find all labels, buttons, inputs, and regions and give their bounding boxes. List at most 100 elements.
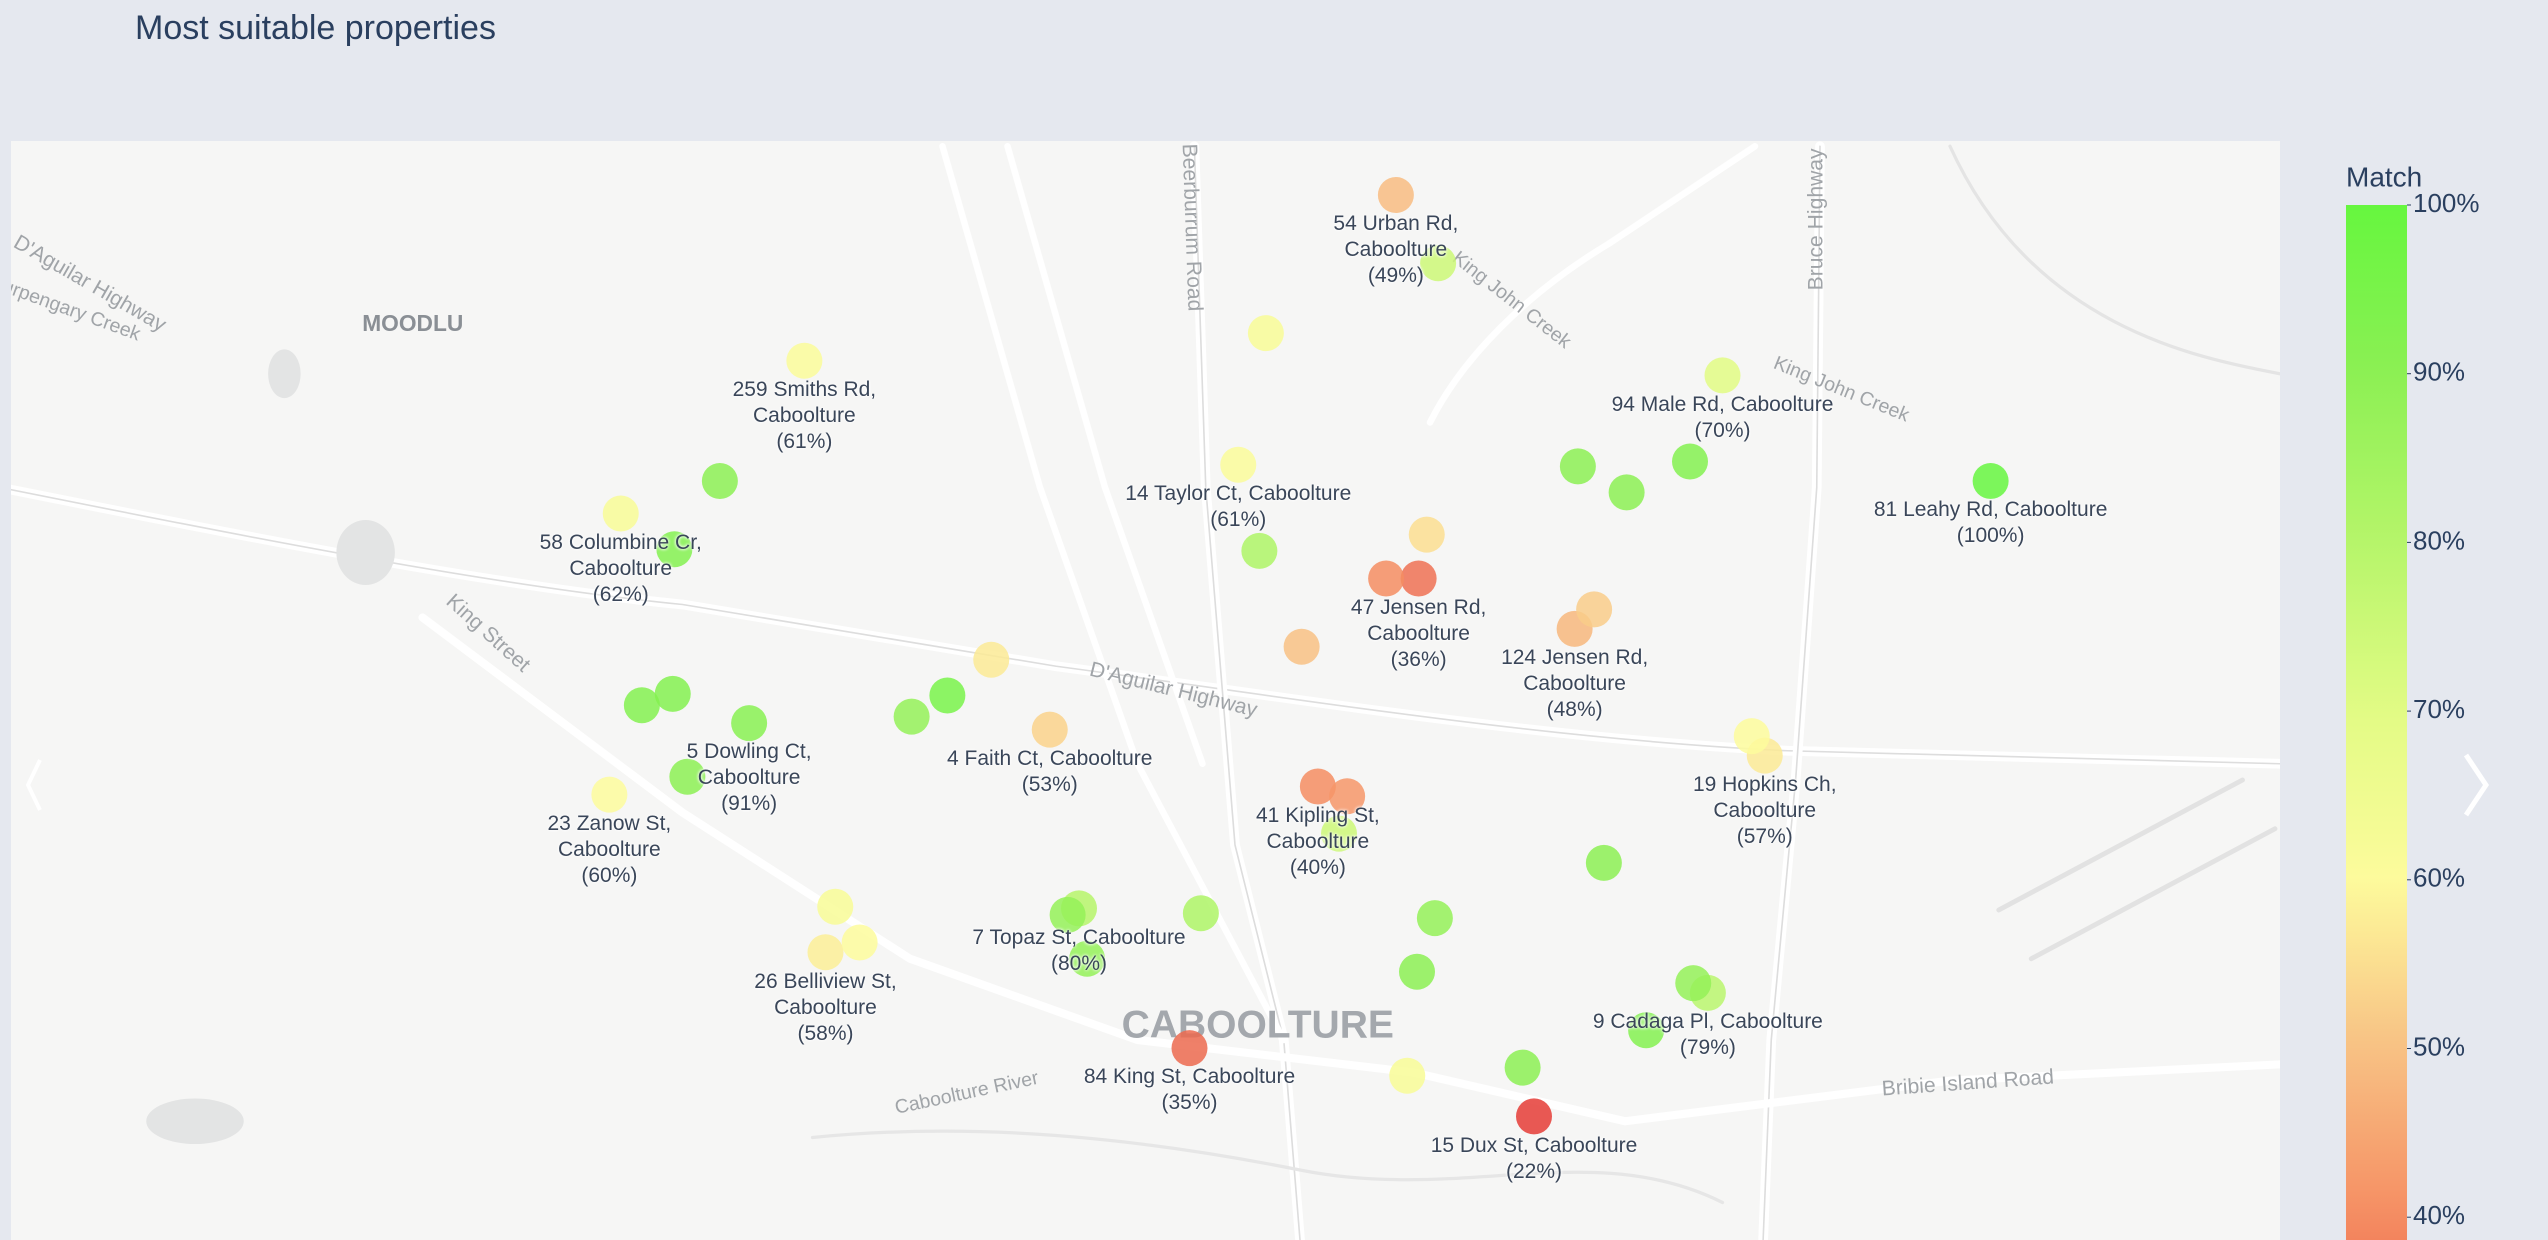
point-labels: 54 Urban Rd, Caboolture (49%) 259 Smiths R… [11, 141, 2280, 1240]
title: Most suitable properties [135, 9, 496, 47]
point-label: 54 Urban Rd, Caboolture (49%) [1313, 211, 1478, 289]
match-label: (49%) [1367, 264, 1424, 288]
point-label: 5 Dowling Ct, Caboolture (91%) [667, 739, 832, 817]
property-point [1220, 446, 1257, 483]
match-label: (57%) [1736, 824, 1793, 848]
property-point [654, 675, 691, 712]
property-point [701, 463, 738, 499]
address: 14 Taylor Ct, Caboolture [1125, 482, 1352, 505]
point-label: 84 King St, Caboolture (35%) [1010, 1064, 1370, 1116]
match-label: (91%) [721, 792, 778, 816]
property-point [1283, 628, 1320, 665]
property-point [1389, 1057, 1426, 1094]
point-label: 26 Belliview St, Caboolture (58%) [743, 969, 908, 1047]
property-point [817, 888, 854, 925]
match-label: (53%) [1021, 772, 1078, 796]
address: 41 Kipling St, Caboolture [1256, 803, 1380, 853]
property-point [591, 776, 628, 813]
property-point [1628, 1012, 1665, 1049]
point-label: 94 Male Rd, Caboolture (70%) [1543, 392, 1903, 444]
property-point [886, 71, 922, 107]
point-label: 14 Taylor Ct, Caboolture (61%) [1058, 481, 1418, 533]
address: 5 Dowling Ct, Caboolture [686, 740, 812, 790]
colorbar-title: Match [2346, 161, 2422, 192]
property-point [893, 698, 930, 735]
colorbar-scale [2346, 205, 2407, 1240]
colorbar-tick-label: 50% [2413, 1031, 2465, 1061]
property-point [602, 495, 639, 532]
property-point [1420, 245, 1457, 282]
property-point [1559, 448, 1596, 485]
property-point [1171, 1030, 1208, 1067]
address: 4 Faith Ct, Caboolture [947, 746, 1153, 770]
property-point [1408, 516, 1445, 553]
point-label: 23 Zanow St, Caboolture (60%) [527, 811, 692, 889]
address: 94 Male Rd, Caboolture [1611, 392, 1834, 416]
colorbar-tick-label: 70% [2413, 694, 2465, 724]
colorbar-tick-label: 80% [2413, 525, 2465, 555]
match-label: (62%) [592, 582, 649, 606]
point-label: 19 Hopkins Ch, Caboolture (57%) [1682, 772, 1847, 850]
property-point [1321, 815, 1357, 852]
property-point [669, 758, 706, 795]
property-point [1399, 953, 1435, 990]
property-point [731, 705, 768, 742]
property-point [1329, 778, 1366, 815]
property-point [1608, 474, 1645, 511]
address: 54 Urban Rd, Caboolture [1333, 212, 1459, 262]
match-label: (100%) [1956, 524, 2025, 548]
property-point [807, 934, 844, 971]
point-label: 47 Jensen Rd, Caboolture (36%) [1336, 595, 1501, 673]
match-label: (58%) [797, 1021, 854, 1045]
property-point [623, 687, 660, 724]
point-label: 259 Smiths Rd, Caboolture (61%) [722, 377, 887, 455]
property-point [1972, 463, 2009, 499]
property-point [1368, 560, 1405, 597]
property-point [1576, 591, 1613, 628]
point-label: 81 Leahy Rd, Caboolture (100%) [1811, 497, 2171, 549]
match-label: (61%) [1210, 508, 1267, 531]
property-point [1400, 560, 1437, 597]
address: 58 Columbine Cr, Caboolture [539, 530, 702, 580]
colorbar-tick-label: 60% [2413, 863, 2465, 893]
map-background [11, 141, 2280, 1240]
point-label: 124 Jensen Rd, Caboolture (48%) [1492, 645, 1657, 723]
match-label: (35%) [1161, 1091, 1218, 1115]
property-point [1516, 1098, 1552, 1135]
point-label: 9 Cadaga Pl, Caboolture (79%) [1528, 1009, 1888, 1061]
prev-arrow[interactable] [25, 759, 42, 811]
next-arrow[interactable] [2463, 753, 2490, 817]
colorbar-tick-label: 90% [2413, 357, 2465, 387]
point-label: 58 Columbine Cr, Caboolture (62%) [538, 530, 703, 608]
match-label: (48%) [1546, 698, 1603, 722]
property-point [1416, 900, 1453, 937]
match-label: (80%) [1050, 951, 1108, 975]
property-point [1675, 965, 1712, 1002]
address: 259 Smiths Rd, Caboolture [732, 378, 877, 427]
property-point [1247, 315, 1284, 352]
address: 23 Zanow St, Caboolture [547, 811, 672, 861]
place-label: MOODLU [362, 310, 463, 336]
point-label: 4 Faith Ct, Caboolture (53%) [870, 746, 1230, 798]
match-label: (70%) [1694, 418, 1751, 442]
property-point [1069, 940, 1106, 977]
property-point [1704, 357, 1741, 394]
property-point [656, 531, 693, 568]
property-point [1031, 711, 1068, 748]
property-point [973, 641, 1010, 678]
match-label: (79%) [1679, 1036, 1736, 1060]
match-label: (61%) [776, 430, 833, 453]
property-point [1049, 896, 1086, 933]
address: 15 Dux St, Caboolture [1430, 1133, 1638, 1157]
place-label: Bruce Highway [1804, 148, 1827, 290]
match-label: (36%) [1390, 647, 1447, 671]
colorbar: Match 100% 90% 80% 70% 60% 50% 40% [2346, 161, 2480, 1240]
address: 81 Leahy Rd, Caboolture [1873, 498, 2108, 522]
address: 84 King St, Caboolture [1083, 1065, 1296, 1089]
point-label: 15 Dux St, Caboolture (22%) [1354, 1133, 1714, 1185]
property-point [1504, 1049, 1541, 1086]
property-point [1672, 443, 1708, 480]
